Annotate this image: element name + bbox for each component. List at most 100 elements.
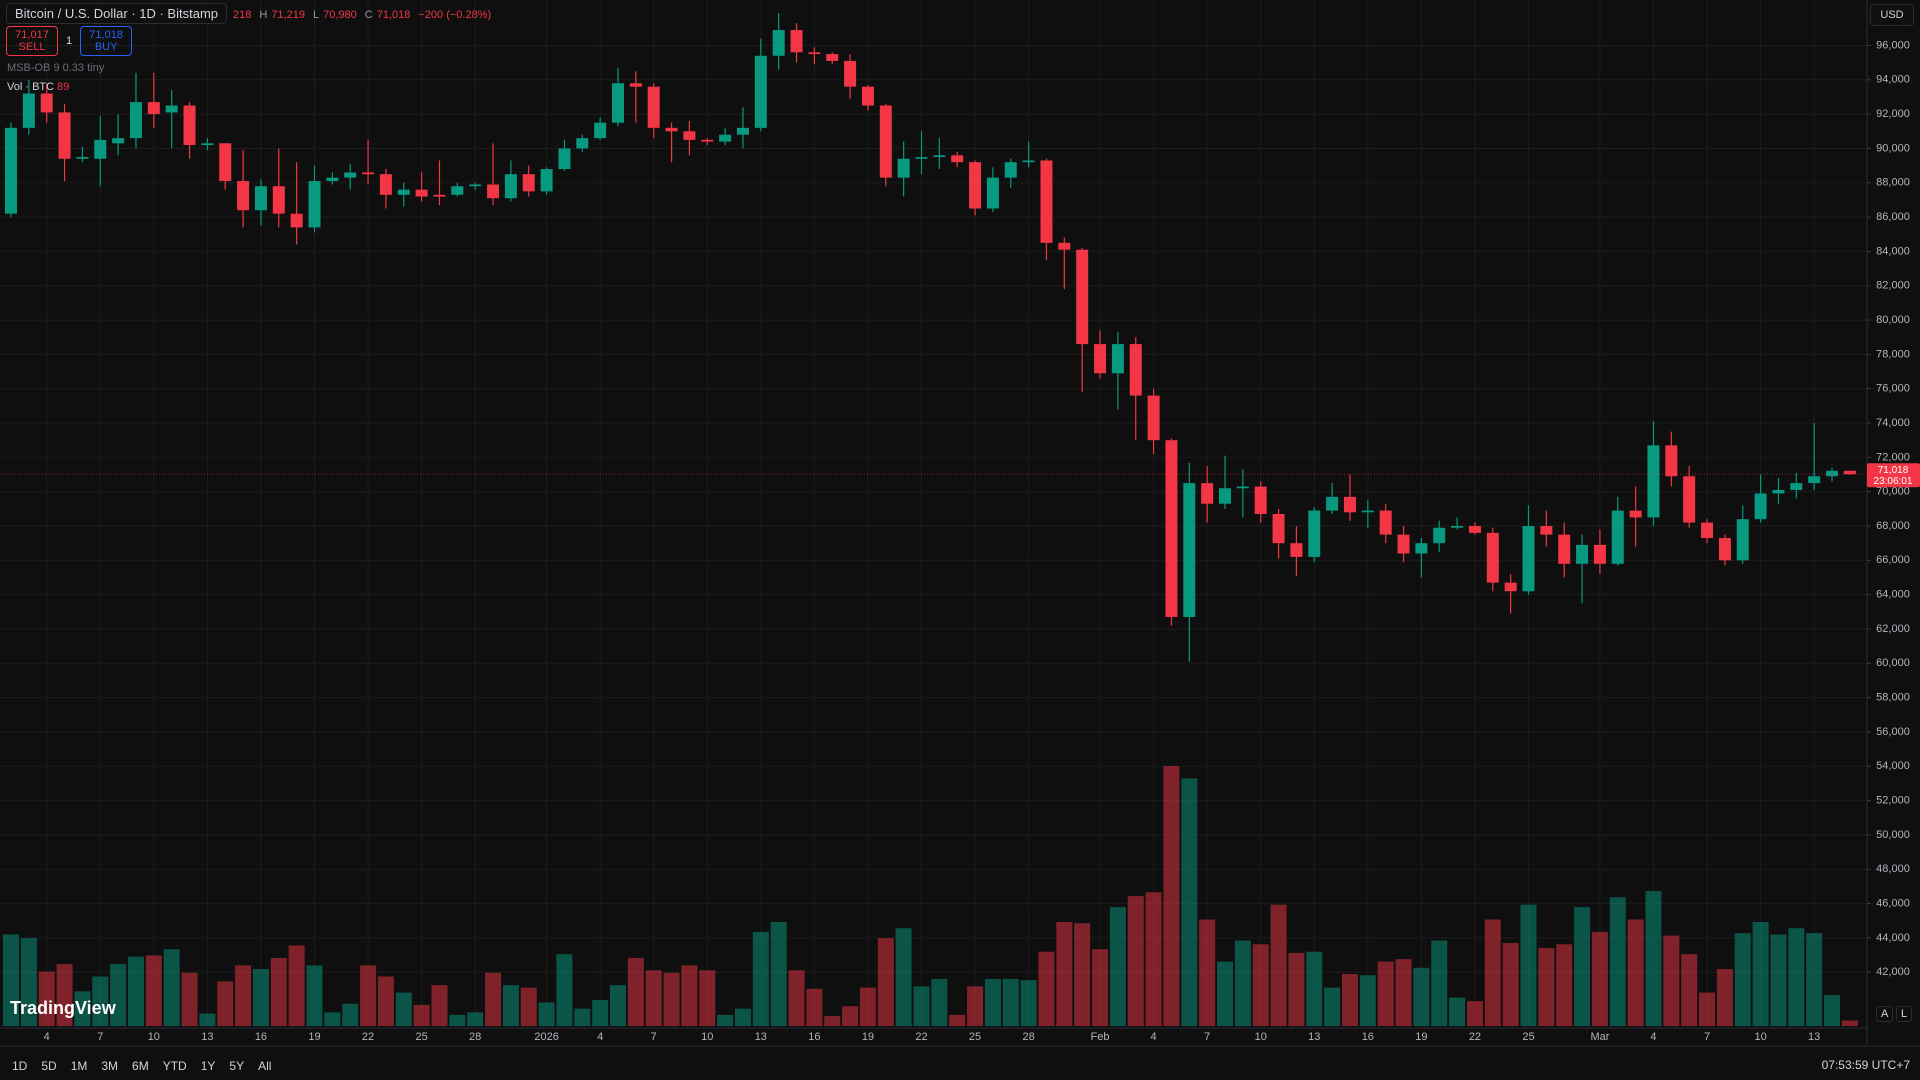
volume-bar [1217, 961, 1234, 1026]
x-tick-label: 4 [1650, 1031, 1656, 1043]
volume-bar [1556, 944, 1573, 1026]
ohlc-item: L 70,980 [313, 9, 361, 21]
candle-body [362, 172, 375, 175]
candle-body [1451, 526, 1464, 528]
trade-buttons: 71,017 SELL 1 71,018 BUY [6, 26, 133, 56]
sell-button[interactable]: 71,017 SELL [6, 26, 58, 56]
indicator-legend[interactable]: MSB-OB 9 0.33 tiny [7, 62, 105, 74]
volume-bar [1306, 951, 1323, 1026]
candle-body [612, 83, 625, 123]
volume-bar [1145, 892, 1162, 1026]
candle-body [1629, 510, 1642, 518]
volume-bar [1663, 935, 1680, 1026]
candle-body [701, 139, 714, 142]
symbol[interactable]: Bitcoin / U.S. Dollar · 1D · Bitstamp [6, 3, 227, 24]
candle-body [201, 143, 214, 146]
candle-body [112, 138, 125, 144]
candle-body [254, 186, 267, 211]
x-tick-label: 22 [362, 1031, 374, 1043]
volume-bar [235, 965, 252, 1026]
timeframe-button[interactable]: 5Y [229, 1059, 245, 1073]
candle-body [808, 52, 821, 55]
timeframe-button[interactable]: YTD [162, 1059, 187, 1073]
x-tick-label: 22 [915, 1031, 927, 1043]
candle-body [1718, 538, 1731, 561]
candle-body [451, 186, 464, 195]
volume-bar [931, 978, 948, 1026]
candle-body [1486, 532, 1499, 583]
candle-body [1308, 510, 1321, 557]
auto-button[interactable]: A [1876, 1006, 1894, 1022]
timeframe-button[interactable]: 1D [12, 1059, 28, 1073]
volume-bar [485, 972, 502, 1026]
timeframe-button[interactable]: 5D [41, 1059, 57, 1073]
x-tick-label: 16 [1362, 1031, 1374, 1043]
volume-bar [1324, 987, 1341, 1026]
y-tick-label: 48,000 [1876, 863, 1910, 875]
ohlc-key: C [364, 9, 373, 21]
candle-body [1468, 526, 1481, 533]
x-tick-label: 2026 [534, 1031, 558, 1043]
volume-bar [556, 954, 573, 1026]
timeframe-button[interactable]: All [258, 1059, 272, 1073]
y-tick-label: 94,000 [1876, 74, 1910, 86]
buy-button[interactable]: 71,018 BUY [80, 26, 133, 56]
candle-body [1236, 486, 1249, 489]
volume-bar [1163, 766, 1180, 1026]
volume-bar [467, 1012, 484, 1026]
candle-body [1611, 510, 1624, 564]
volume-bar [627, 957, 644, 1026]
candle-body [469, 184, 482, 187]
volume-bar [824, 1016, 841, 1026]
ohlc-value: 71,018 [376, 9, 411, 21]
ohlc-item: H 71,219 [259, 9, 309, 21]
volume-bar [395, 992, 412, 1026]
candle-body [1808, 476, 1821, 484]
volume-bar [92, 976, 109, 1026]
volume-legend[interactable]: Vol · BTC 89 [7, 81, 69, 93]
currency-button[interactable]: USD [1870, 4, 1914, 26]
candle-body [290, 213, 303, 228]
candle-body [40, 93, 53, 113]
volume-bar [788, 970, 805, 1026]
x-tick-label: 4 [1151, 1031, 1157, 1043]
candle-body [629, 83, 642, 87]
y-tick-label: 42,000 [1876, 966, 1910, 978]
volume-bar [949, 1014, 966, 1026]
volume-bar [1092, 949, 1109, 1026]
volume-bar [1770, 934, 1787, 1026]
timeframe-button[interactable]: 6M [132, 1059, 149, 1073]
candle-body [129, 102, 142, 139]
volume-bar [1502, 943, 1519, 1026]
volume-bar [1056, 922, 1073, 1026]
y-tick-label: 72,000 [1876, 451, 1910, 463]
volume-bar [681, 965, 698, 1026]
volume-bar [1538, 948, 1555, 1026]
candle-body [1343, 496, 1356, 513]
candle-body [1254, 486, 1267, 514]
timeframe-button[interactable]: 1M [70, 1059, 88, 1073]
candle-body [1433, 527, 1446, 544]
sell-price: 71,017 [15, 29, 49, 41]
x-tick-label: 13 [1308, 1031, 1320, 1043]
y-tick-label: 88,000 [1876, 177, 1910, 189]
candle-body [183, 105, 196, 146]
timeframe-button[interactable]: 3M [101, 1059, 119, 1073]
volume-bar [984, 978, 1001, 1026]
x-tick-label: 19 [1415, 1031, 1427, 1043]
candle-body [879, 105, 892, 178]
candle-body [1647, 445, 1660, 518]
candle-body [1094, 344, 1107, 374]
candle-body [1379, 510, 1392, 535]
candle-body [5, 127, 17, 214]
log-button[interactable]: L [1896, 1006, 1913, 1022]
candle-body [272, 186, 285, 214]
volume-bar [699, 970, 716, 1026]
ohlc-key: L [312, 9, 320, 21]
timeframe-button[interactable]: 1Y [200, 1059, 216, 1073]
candle-body [594, 122, 607, 139]
candle-body [344, 172, 357, 178]
candle-body [1522, 526, 1535, 592]
volume-bar [663, 972, 680, 1026]
candle-body [826, 54, 839, 61]
